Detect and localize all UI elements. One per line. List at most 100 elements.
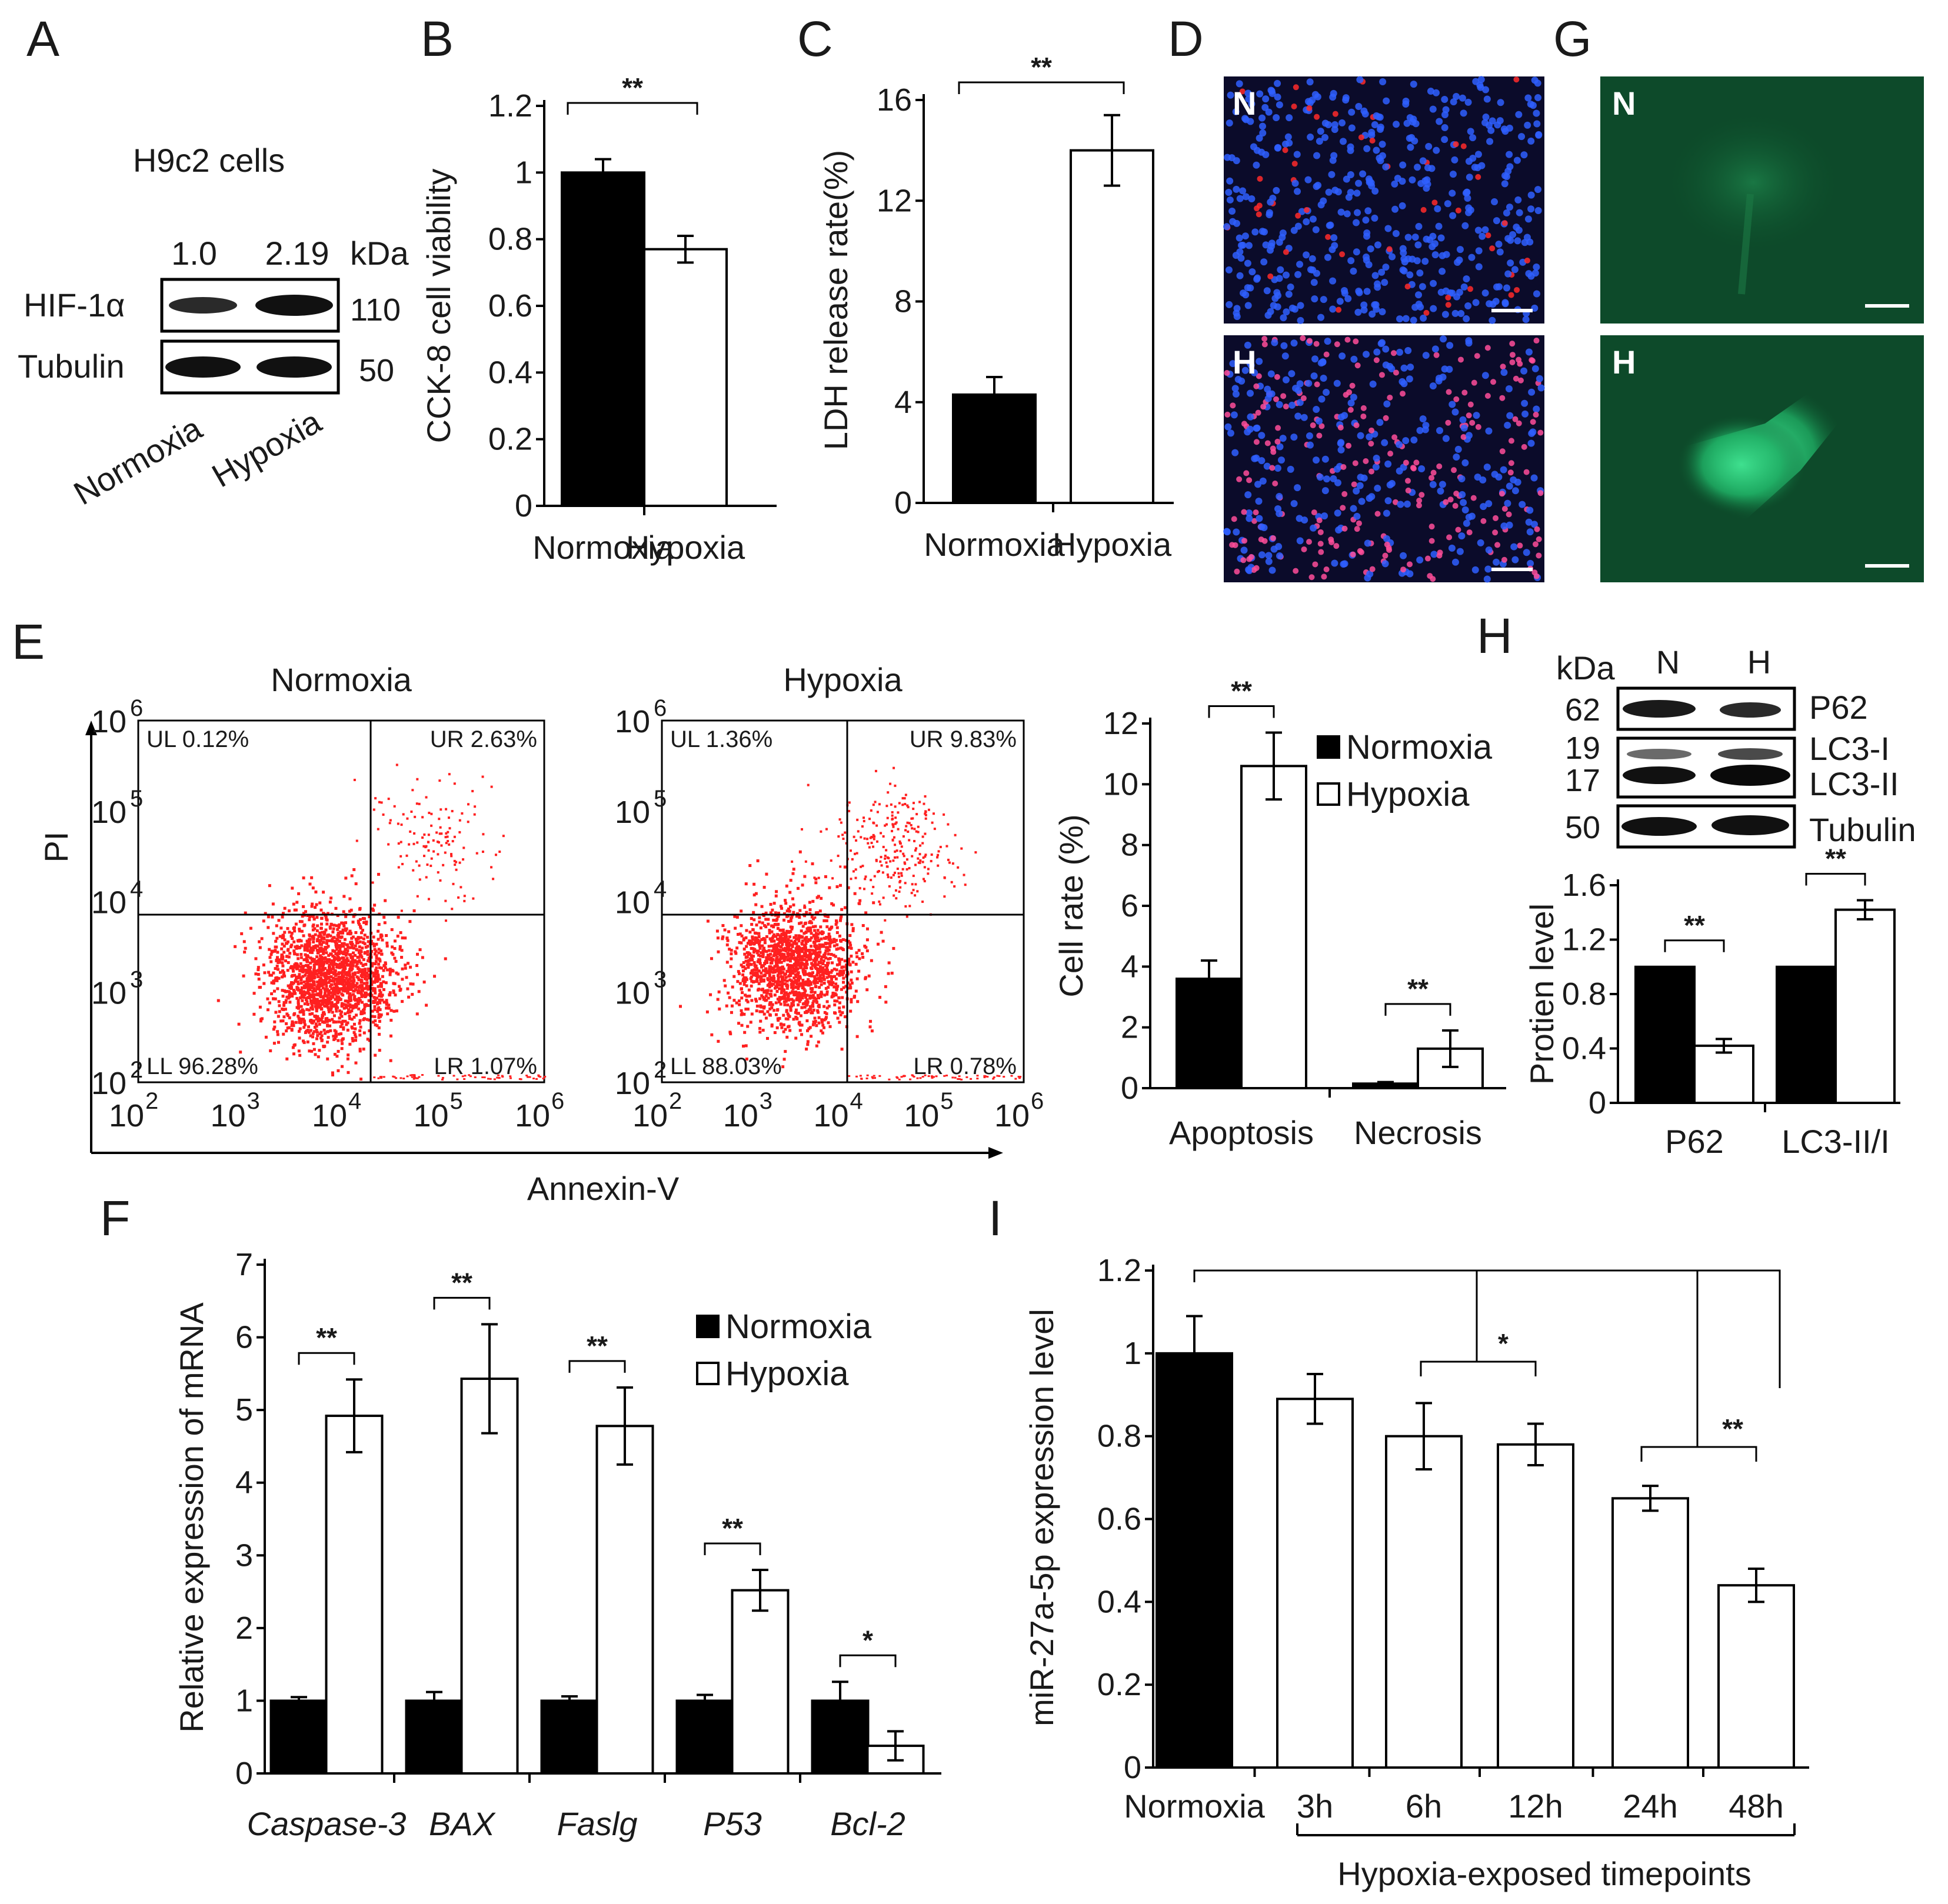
flow-normoxia-event	[341, 931, 345, 935]
flow-hypoxia-event	[840, 958, 844, 961]
flow-hypoxia-event	[768, 985, 771, 989]
nucleus-dot	[1256, 211, 1262, 218]
flow-hypoxia-event	[767, 978, 770, 982]
flow-hypoxia-event	[784, 955, 788, 959]
flow-normoxia-event	[339, 1032, 343, 1036]
flow-hypoxia-event	[838, 1010, 841, 1013]
flow-normoxia-event	[306, 1029, 309, 1032]
nucleus-dot	[1485, 546, 1493, 554]
flow-normoxia-event	[363, 994, 367, 998]
flow-hypoxia-event	[850, 970, 853, 973]
flow-hypoxia-title: Hypoxia	[783, 661, 903, 698]
flow-normoxia-event	[362, 1009, 365, 1012]
flow-normoxia-event	[272, 989, 276, 993]
nucleus-dot	[1338, 119, 1346, 126]
flow-hypoxia-event	[778, 952, 782, 956]
nucleus-dot	[1373, 305, 1380, 313]
nucleus-dot	[1294, 484, 1301, 492]
flow-hypoxia-event	[886, 873, 889, 876]
flow-hypoxia-event	[893, 894, 895, 897]
flow-normoxia-event	[318, 1022, 321, 1026]
flow-normoxia-event	[343, 938, 347, 941]
flow-normoxia-event	[290, 932, 294, 935]
flow-hypoxia-event	[798, 1000, 801, 1003]
flow-hypoxia-event	[965, 1076, 968, 1078]
nucleus-dot	[1311, 91, 1319, 98]
flow-hypoxia-event	[781, 976, 785, 979]
flow-normoxia-event	[359, 936, 363, 939]
flow-hypoxia-event	[850, 981, 854, 985]
flow-normoxia-event	[338, 990, 341, 993]
flow-normoxia-event	[309, 1034, 312, 1038]
flow-normoxia-event	[385, 968, 389, 972]
flow-hypoxia-event	[761, 921, 764, 925]
flow-normoxia-event	[308, 918, 311, 922]
flow-hypoxia-event	[808, 1026, 812, 1029]
nucleus-dot	[1383, 535, 1390, 542]
flow-normoxia-event	[451, 908, 454, 911]
flow-normoxia-event	[342, 985, 346, 989]
flow-normoxia-event	[346, 1004, 349, 1008]
flow-normoxia-event	[312, 937, 315, 941]
nucleus-dot	[1386, 363, 1394, 371]
flow-hypoxia-event	[777, 972, 781, 975]
flow-hypoxia-event	[802, 946, 805, 950]
flow-hypoxia-event	[913, 828, 916, 831]
flow-normoxia-event	[299, 962, 302, 965]
flow-hypoxia-event	[820, 896, 823, 900]
flow-hypoxia-event	[765, 991, 769, 994]
flow-normoxia-event	[312, 915, 315, 918]
flow-normoxia-event	[340, 982, 344, 985]
flow-normoxia-event	[288, 1001, 292, 1004]
flow-normoxia-event	[299, 1005, 303, 1008]
flow-hypoxia-event	[834, 955, 837, 958]
flow-hypoxia-event	[725, 1004, 728, 1008]
flow-normoxia-event	[351, 958, 354, 961]
flow-hypoxia-event	[823, 936, 826, 940]
flow-normoxia-event	[324, 948, 328, 951]
nucleus-dot	[1323, 566, 1330, 573]
flow-normoxia-event	[352, 979, 356, 982]
flow-normoxia-event	[335, 981, 339, 985]
flow-hypoxia-event	[777, 1019, 780, 1022]
nucleus-dot	[1267, 273, 1274, 279]
flow-hypoxia-event	[769, 993, 772, 996]
flow-normoxia-event	[249, 926, 252, 930]
flow-normoxia-event	[302, 958, 306, 962]
flow-normoxia-event	[258, 986, 261, 989]
flow-hypoxia-event	[794, 1036, 798, 1040]
flow-normoxia-xtick-exp: 3	[247, 1088, 260, 1114]
flow-normoxia-event	[304, 1023, 307, 1026]
flow-hypoxia-event	[777, 976, 780, 980]
flow-normoxia-event	[375, 954, 378, 958]
flow-normoxia-event	[348, 897, 352, 901]
flow-normoxia-event	[377, 828, 379, 831]
flow-hypoxia-event	[740, 934, 744, 938]
flow-hypoxia-event	[840, 908, 844, 911]
flow-hypoxia-event	[782, 1023, 785, 1026]
flow-normoxia-event	[281, 969, 284, 973]
nucleus-dot	[1441, 365, 1448, 373]
flow-hypoxia-event	[742, 977, 745, 981]
nucleus-dot	[1226, 119, 1233, 127]
flow-hypoxia-event	[806, 939, 810, 943]
flow-normoxia-event	[417, 990, 421, 993]
flow-normoxia-event	[312, 983, 316, 987]
flow-normoxia-event	[412, 842, 415, 845]
flow-normoxia-event	[362, 1031, 366, 1035]
flow-hypoxia-event	[726, 939, 730, 942]
flow-normoxia-event	[458, 831, 461, 833]
nucleus-dot	[1360, 301, 1368, 309]
flow-normoxia-event	[411, 1074, 414, 1076]
flow-hypoxia-event	[803, 958, 807, 961]
nucleus-dot	[1356, 76, 1364, 84]
flow-normoxia-event	[313, 927, 317, 931]
nucleus-dot	[1531, 304, 1539, 312]
flow-normoxia-event	[292, 969, 295, 973]
flow-hypoxia-event	[757, 969, 761, 973]
flow-normoxia-event	[354, 953, 357, 957]
flow-normoxia-event	[352, 976, 355, 980]
flow-normoxia-event	[319, 943, 323, 946]
nucleus-dot	[1423, 176, 1431, 184]
flow-normoxia-event	[378, 989, 382, 992]
